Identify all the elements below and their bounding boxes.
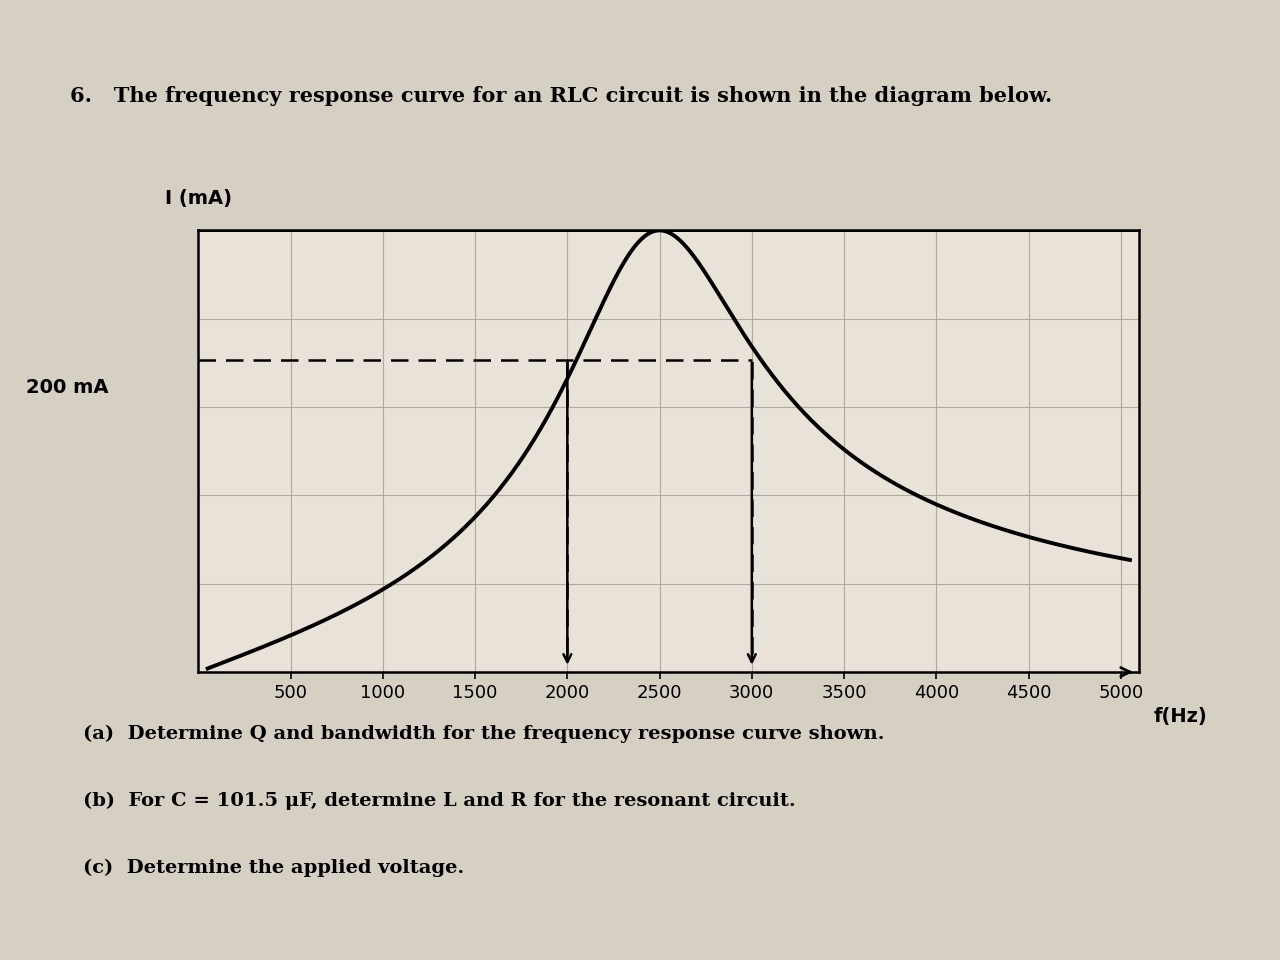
Text: (c)  Determine the applied voltage.: (c) Determine the applied voltage. bbox=[83, 859, 465, 877]
Text: 200 mA: 200 mA bbox=[27, 378, 109, 397]
Text: (a)  Determine Q and bandwidth for the frequency response curve shown.: (a) Determine Q and bandwidth for the fr… bbox=[83, 725, 884, 743]
Text: f(Hz): f(Hz) bbox=[1155, 708, 1208, 727]
Text: (b)  For C = 101.5 μF, determine L and R for the resonant circuit.: (b) For C = 101.5 μF, determine L and R … bbox=[83, 792, 796, 810]
Text: 6.   The frequency response curve for an RLC circuit is shown in the diagram bel: 6. The frequency response curve for an R… bbox=[70, 86, 1052, 107]
Text: I (mA): I (mA) bbox=[165, 189, 232, 208]
